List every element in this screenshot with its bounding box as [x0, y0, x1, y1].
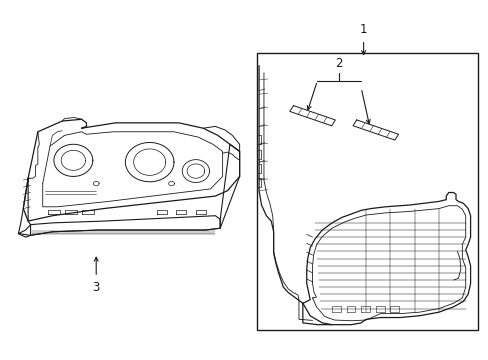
Text: 1: 1	[359, 23, 366, 36]
Text: 2: 2	[335, 57, 343, 70]
Bar	[256, 53, 477, 330]
Text: 3: 3	[92, 281, 100, 294]
